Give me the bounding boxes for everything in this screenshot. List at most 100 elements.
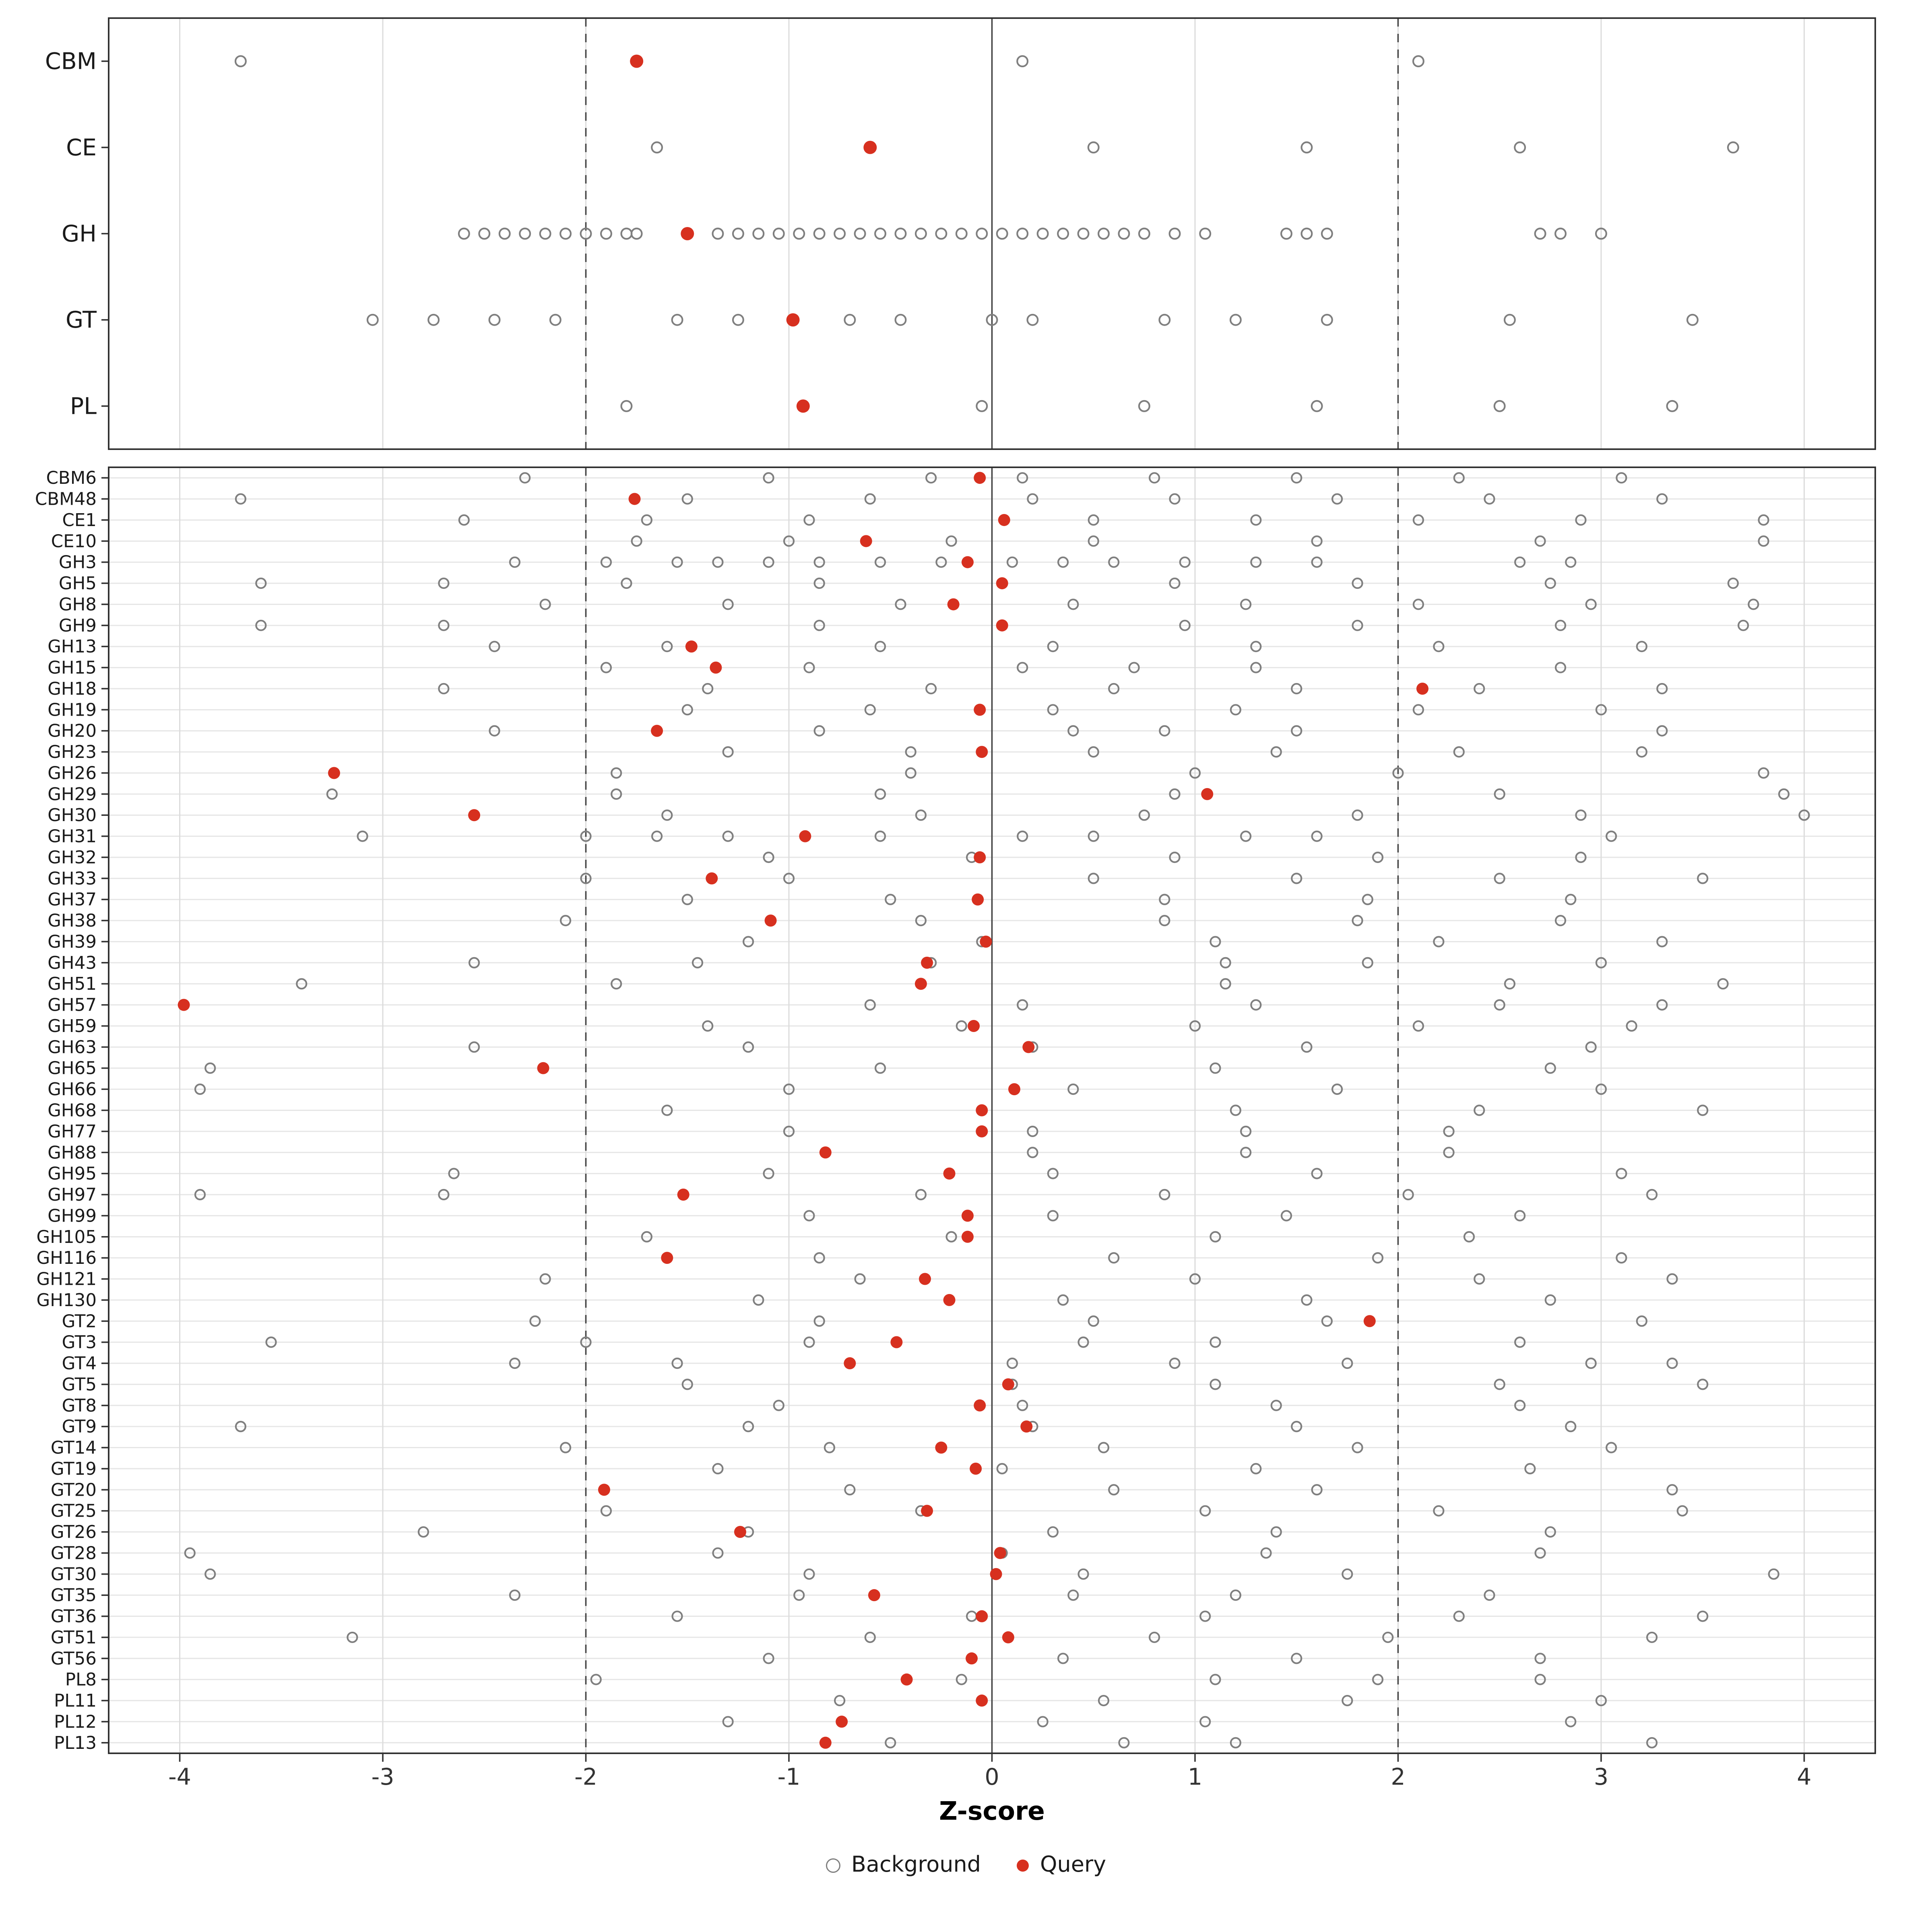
background-point	[671, 1357, 683, 1369]
query-point	[799, 830, 811, 842]
background-point	[1697, 1610, 1709, 1622]
query-point	[996, 577, 1008, 590]
query-point	[914, 978, 927, 990]
background-point	[743, 1421, 754, 1432]
background-point	[539, 599, 551, 610]
background-point	[580, 830, 592, 842]
background-point	[1453, 1610, 1465, 1622]
query-point	[976, 1125, 988, 1137]
background-point	[1321, 227, 1333, 240]
background-point	[651, 141, 663, 154]
background-point	[1250, 641, 1262, 652]
background-point	[844, 1484, 856, 1496]
query-point	[990, 1568, 1002, 1580]
background-point	[1352, 619, 1363, 631]
row-label: GT19	[51, 1459, 97, 1479]
background-point	[296, 978, 308, 990]
background-point	[1554, 915, 1567, 927]
background-point	[600, 662, 612, 673]
query-point	[863, 140, 877, 154]
query-point	[890, 1336, 903, 1348]
background-point	[915, 915, 927, 927]
background-point	[925, 683, 937, 695]
query-point	[796, 399, 810, 413]
background-point	[1433, 936, 1445, 947]
background-point	[1433, 1505, 1445, 1517]
background-point	[1595, 227, 1607, 240]
background-point	[1565, 1421, 1577, 1432]
background-point	[1666, 400, 1678, 412]
row-label: GT51	[51, 1628, 97, 1648]
query-point	[943, 1167, 956, 1180]
query-point	[710, 661, 722, 674]
background-point	[1534, 227, 1546, 240]
query-point	[1416, 682, 1429, 695]
row-label: GH	[62, 221, 97, 247]
background-point	[1342, 1568, 1353, 1580]
background-point	[1727, 577, 1739, 589]
background-point	[1210, 1062, 1221, 1074]
query-point	[1008, 1083, 1020, 1096]
background-point	[763, 1653, 774, 1664]
query-point	[921, 1505, 933, 1517]
background-point	[1352, 1442, 1363, 1453]
x-tick-label: -2	[574, 1764, 597, 1790]
query-point	[178, 999, 190, 1011]
background-point	[1412, 1020, 1424, 1032]
background-point	[1240, 599, 1252, 610]
legend: Background Query	[0, 1852, 1932, 1878]
background-point	[1565, 556, 1577, 568]
background-point	[559, 915, 572, 927]
background-point	[1230, 704, 1241, 716]
background-point	[874, 1062, 886, 1074]
row-label: GH32	[47, 848, 97, 868]
background-point	[1148, 1631, 1160, 1643]
query-point	[630, 54, 644, 68]
background-point	[1656, 725, 1668, 737]
row-label: GH15	[47, 658, 97, 678]
background-point	[1057, 227, 1069, 240]
background-point	[1260, 1547, 1272, 1559]
background-point	[1088, 1315, 1099, 1327]
row-label: GH68	[47, 1101, 97, 1121]
background-point	[783, 1125, 795, 1137]
background-point	[763, 851, 774, 863]
background-point	[1412, 55, 1424, 68]
row-label: GH65	[47, 1059, 97, 1079]
background-point	[935, 227, 947, 240]
row-label: GH13	[47, 637, 97, 657]
row-label: GT8	[62, 1396, 97, 1416]
background-point	[549, 314, 561, 326]
background-point	[1646, 1737, 1658, 1748]
background-point	[1027, 493, 1038, 505]
background-point	[1352, 577, 1363, 589]
row-label: GH63	[47, 1037, 97, 1057]
background-point	[1758, 535, 1769, 547]
background-point	[1027, 1147, 1038, 1158]
background-point	[874, 227, 887, 240]
query-point	[628, 493, 641, 505]
query-point	[947, 598, 960, 611]
background-point	[1138, 400, 1150, 412]
background-point	[580, 873, 592, 884]
query-point	[970, 1462, 982, 1475]
background-point	[945, 535, 957, 547]
background-point	[1088, 535, 1099, 547]
row-label: GT14	[51, 1438, 97, 1458]
background-point	[915, 809, 927, 821]
background-point	[895, 599, 906, 610]
background-point	[894, 227, 907, 240]
background-point	[1168, 227, 1181, 240]
query-marker-icon	[1017, 1859, 1030, 1871]
background-point	[1098, 1442, 1110, 1453]
background-point	[1169, 577, 1181, 589]
background-point	[722, 599, 734, 610]
background-point	[1291, 472, 1302, 484]
row-label: GH26	[47, 763, 97, 783]
query-point	[819, 1146, 832, 1159]
background-point	[1585, 1357, 1597, 1369]
background-point	[1544, 577, 1556, 589]
background-point	[722, 1716, 734, 1728]
background-point	[1778, 788, 1790, 800]
query-point	[1002, 1631, 1014, 1643]
